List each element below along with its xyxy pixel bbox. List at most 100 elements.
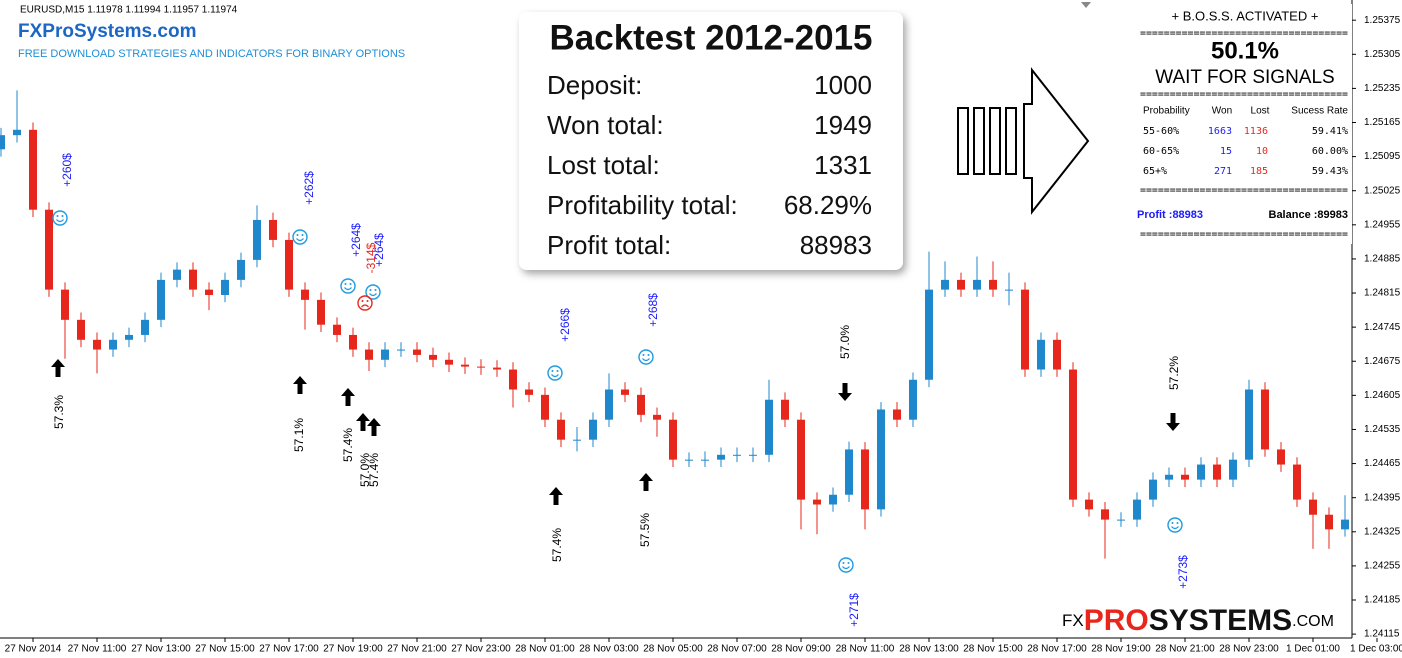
backtest-label: Deposit: [547, 70, 642, 100]
candle-body [205, 289, 213, 295]
candle-body [941, 279, 949, 290]
candle-body [413, 349, 421, 355]
table-cell: 185 [1250, 166, 1268, 177]
table-cell: 15 [1220, 146, 1232, 157]
candle-body [653, 414, 661, 420]
boss-status: WAIT FOR SIGNALS [1155, 67, 1334, 88]
table-header: Won [1212, 106, 1232, 117]
plot-area [0, 90, 1349, 559]
face-mouth [361, 304, 369, 308]
candle-body [749, 454, 757, 456]
signal-label: +271$ [847, 593, 861, 627]
candle-body [973, 279, 981, 290]
candle-body [1053, 339, 1061, 370]
candle-body [637, 394, 645, 415]
signal-label: +273$ [1176, 555, 1190, 589]
logo-main: SYSTEMS [1149, 604, 1292, 637]
arrow-down [838, 383, 852, 401]
candle-body [861, 449, 869, 510]
face-eye [349, 283, 352, 285]
backtest-box: Backtest 2012-2015 Deposit: 1000 Won total… [519, 12, 903, 270]
signal-label: 57.3% [52, 395, 66, 429]
candle-body [1133, 499, 1141, 520]
face-mouth [369, 293, 377, 297]
y-tick-label: 1.25095 [1364, 151, 1401, 162]
face-outline [547, 365, 563, 381]
face-outline [365, 284, 381, 300]
x-tick-label: 28 Nov 11:00 [836, 644, 895, 655]
candle-body [685, 459, 693, 461]
x-tick-label: 28 Nov 05:00 [643, 644, 703, 655]
x-tick-label: 1 Dec 01:00 [1286, 644, 1340, 655]
logo-suffix: .COM [1292, 613, 1334, 630]
x-tick-label: 28 Nov 01:00 [515, 644, 575, 655]
y-tick-label: 1.24955 [1364, 219, 1401, 230]
backtest-label: Profit total: [547, 230, 671, 260]
candle-body [93, 339, 101, 350]
y-tick-label: 1.24465 [1364, 458, 1401, 469]
candle-body [301, 289, 309, 300]
signal-label: +266$ [558, 308, 572, 342]
x-tick-label: 28 Nov 17:00 [1027, 644, 1087, 655]
candle-body [525, 389, 533, 395]
separator: =================================== [1140, 89, 1348, 100]
candle-body [845, 449, 853, 495]
candle-body [1229, 459, 1237, 480]
backtest-value: 1000 [814, 70, 872, 100]
shift-marker [1081, 2, 1091, 8]
x-tick-label: 28 Nov 03:00 [579, 644, 639, 655]
arrow-up [639, 473, 653, 491]
arrow-up [341, 388, 355, 406]
candle-body [77, 319, 85, 340]
smiley [838, 557, 854, 573]
table-cell: 59.41% [1312, 126, 1348, 137]
boss-balance: Balance :89983 [1269, 209, 1349, 221]
x-tick-label: 28 Nov 23:00 [1219, 644, 1279, 655]
y-tick-label: 1.24185 [1364, 595, 1401, 606]
logo-accent: PRO [1084, 604, 1149, 637]
y-tick-label: 1.24115 [1364, 629, 1400, 640]
candle-body [333, 324, 341, 335]
table-cell: 65+% [1143, 166, 1167, 177]
face-outline [838, 557, 854, 573]
candle-body [1325, 514, 1333, 530]
face-outline [292, 229, 308, 245]
smiley [1167, 517, 1183, 533]
table-cell: 55-60% [1143, 126, 1179, 137]
candle-body [797, 419, 805, 500]
face-mouth [551, 374, 559, 378]
table-cell: 271 [1214, 166, 1232, 177]
x-tick-label: 1 Dec 03:00 [1350, 644, 1402, 655]
separator: =================================== [1140, 28, 1348, 39]
signal-label: 57.4% [367, 453, 381, 487]
table-header: Sucess Rate [1291, 106, 1348, 117]
y-tick-label: 1.24605 [1364, 390, 1401, 401]
table-header: Probability [1143, 106, 1190, 117]
table-cell: 1663 [1208, 126, 1232, 137]
face-eye [1176, 522, 1179, 524]
candle-body [237, 259, 245, 280]
candle-body [733, 454, 741, 456]
y-tick-label: 1.24395 [1364, 492, 1401, 503]
candle-body [317, 299, 325, 325]
candle-body [541, 394, 549, 420]
face-outline [357, 295, 373, 311]
candle-body [909, 379, 917, 420]
table-cell: 60.00% [1312, 146, 1348, 157]
face-mouth [344, 287, 352, 291]
candle-body [381, 349, 389, 360]
candle-body [1069, 369, 1077, 500]
candle-body [781, 399, 789, 420]
candle-body [1293, 464, 1301, 500]
face-outline [1167, 517, 1183, 533]
face-outline [52, 210, 68, 226]
candle-body [29, 129, 37, 210]
boss-panel: + B.O.S.S. ACTIVATED + 50.1% WAIT FOR SI… [1133, 4, 1352, 244]
separator: =================================== [1140, 229, 1348, 240]
smiley [340, 278, 356, 294]
face-mouth [296, 238, 304, 242]
face-eye [361, 300, 364, 302]
candle-body [957, 279, 965, 290]
candle-body [365, 349, 373, 360]
